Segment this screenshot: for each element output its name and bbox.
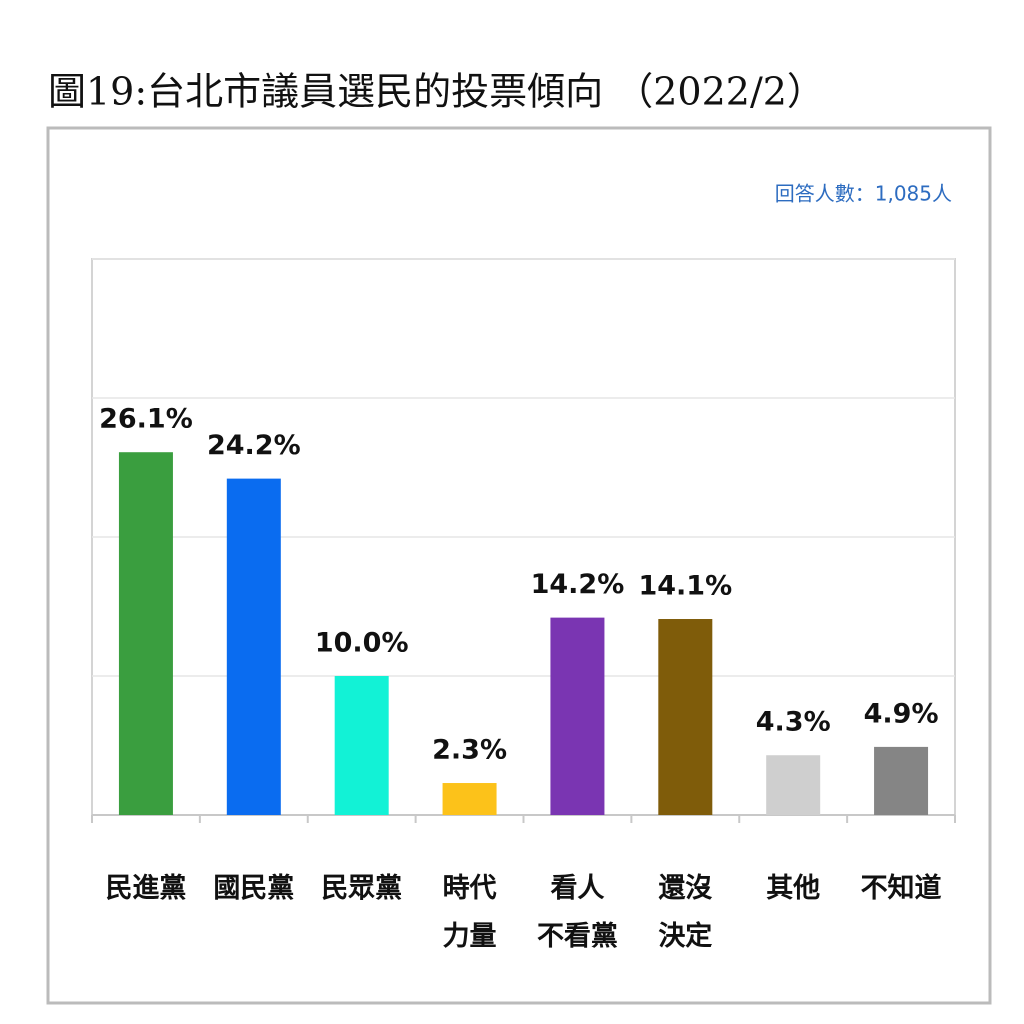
bar xyxy=(334,676,389,815)
value-label: 14.1% xyxy=(638,571,732,602)
bar xyxy=(226,478,281,815)
bar xyxy=(550,617,605,815)
value-label: 24.2% xyxy=(207,430,301,461)
bar xyxy=(118,452,173,815)
note: 回答人數：1,085人 xyxy=(775,182,952,206)
chart-title: 圖19:台北市議員選民的投票傾向 （2022/2） xyxy=(48,70,825,114)
bar xyxy=(442,783,497,815)
bar xyxy=(658,619,713,815)
x-tick-label: 看人 不看黨 xyxy=(536,873,618,952)
bar xyxy=(766,755,821,815)
value-label: 10.0% xyxy=(315,628,409,659)
x-tick-label: 還沒 決定 xyxy=(658,873,713,952)
value-label: 4.9% xyxy=(864,698,939,729)
bar xyxy=(874,746,929,815)
value-label: 4.3% xyxy=(756,707,831,738)
x-tick-label: 不知道 xyxy=(860,873,942,904)
value-label: 14.2% xyxy=(531,569,625,600)
value-label: 26.1% xyxy=(99,404,193,435)
x-tick-label: 民眾黨 xyxy=(321,873,403,904)
x-tick-label: 其他 xyxy=(766,873,821,904)
x-tick-label: 民進黨 xyxy=(105,873,187,904)
value-label: 2.3% xyxy=(432,735,507,766)
x-tick-label: 國民黨 xyxy=(213,873,295,904)
x-tick-label: 時代 力量 xyxy=(442,873,497,952)
